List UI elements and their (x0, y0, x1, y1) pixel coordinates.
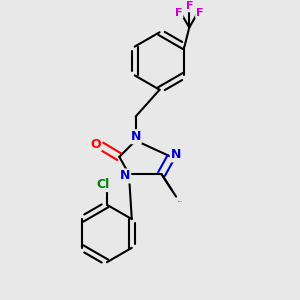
Text: F: F (185, 2, 193, 11)
Text: O: O (90, 138, 101, 151)
Text: F: F (196, 8, 204, 17)
Text: N: N (120, 169, 130, 182)
Text: F: F (175, 8, 182, 17)
Text: Cl: Cl (96, 178, 110, 191)
Text: N: N (130, 130, 141, 143)
Text: methyl: methyl (178, 201, 182, 202)
Text: N: N (171, 148, 181, 161)
